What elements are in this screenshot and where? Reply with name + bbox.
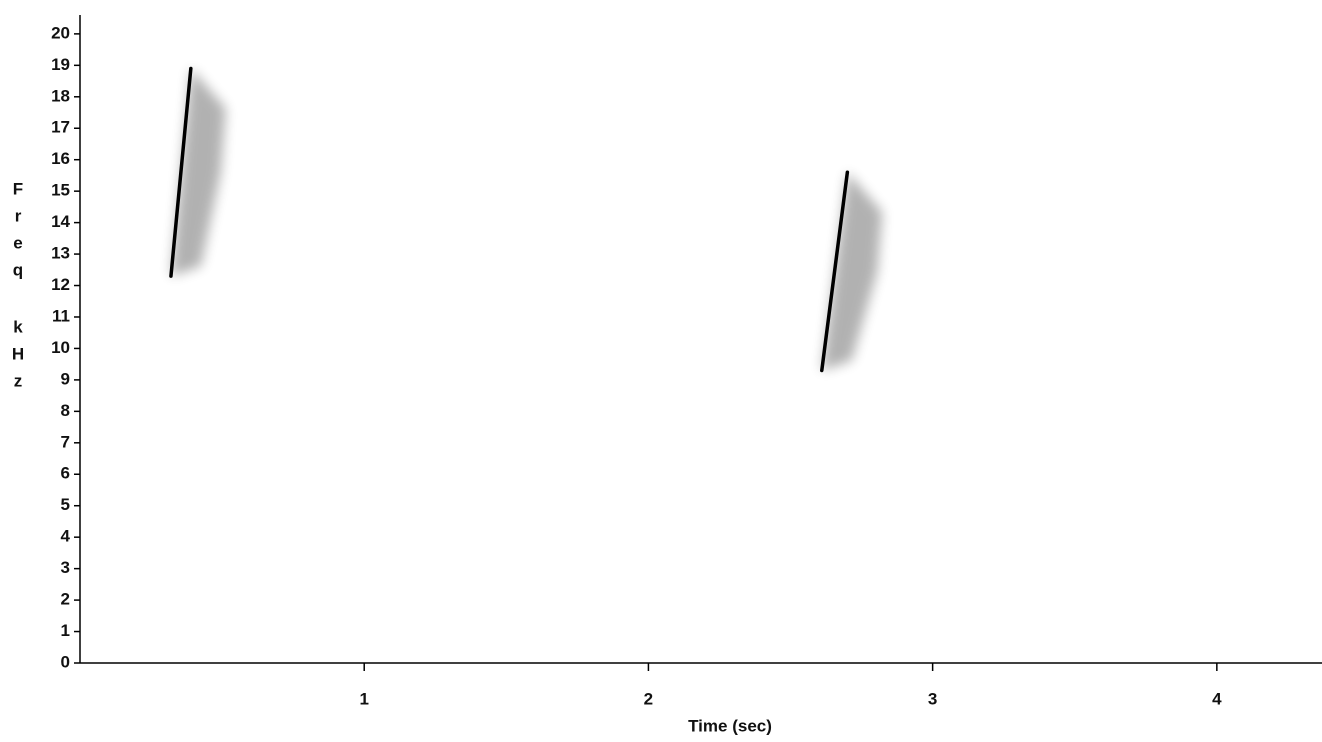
y-tick-label: 13 bbox=[51, 244, 70, 263]
y-tick-label: 12 bbox=[51, 275, 70, 294]
call-energy bbox=[170, 68, 226, 277]
y-tick-label: 18 bbox=[51, 86, 70, 105]
y-tick-label: 19 bbox=[51, 55, 70, 74]
y-axis-label-letter: q bbox=[13, 260, 23, 279]
y-tick-label: 1 bbox=[61, 621, 70, 640]
y-axis-label-letter: H bbox=[12, 344, 24, 363]
x-tick-label: 1 bbox=[359, 689, 368, 708]
call-energy bbox=[821, 172, 883, 371]
y-tick-label: 2 bbox=[61, 590, 70, 609]
y-tick-label: 10 bbox=[51, 338, 70, 357]
y-axis-label-letter: e bbox=[13, 233, 22, 252]
call-sweep bbox=[820, 170, 850, 373]
x-tick-label: 3 bbox=[928, 689, 937, 708]
y-tick-label: 11 bbox=[52, 306, 70, 325]
y-tick-label: 7 bbox=[61, 432, 70, 451]
x-tick-label: 2 bbox=[644, 689, 653, 708]
x-tick-label: 4 bbox=[1212, 689, 1222, 708]
y-tick-label: 8 bbox=[61, 401, 70, 420]
y-tick-label: 4 bbox=[61, 527, 71, 546]
y-tick-label: 0 bbox=[61, 652, 70, 671]
y-tick-label: 6 bbox=[61, 464, 70, 483]
y-tick-label: 9 bbox=[61, 369, 70, 388]
y-tick-label: 16 bbox=[51, 149, 70, 168]
y-tick-label: 5 bbox=[61, 495, 70, 514]
x-axis-label: Time (sec) bbox=[688, 716, 772, 735]
y-tick-label: 14 bbox=[51, 212, 70, 231]
y-tick-label: 20 bbox=[51, 23, 70, 42]
y-tick-label: 3 bbox=[61, 558, 70, 577]
y-axis-label-letter: k bbox=[13, 317, 23, 336]
y-tick-label: 15 bbox=[51, 181, 70, 200]
y-tick-label: 17 bbox=[51, 118, 70, 137]
y-axis-label-letter: z bbox=[14, 371, 23, 390]
y-axis-label-letter: F bbox=[13, 179, 23, 198]
y-axis-label-letter: r bbox=[15, 206, 22, 225]
call-sweep bbox=[169, 66, 193, 278]
